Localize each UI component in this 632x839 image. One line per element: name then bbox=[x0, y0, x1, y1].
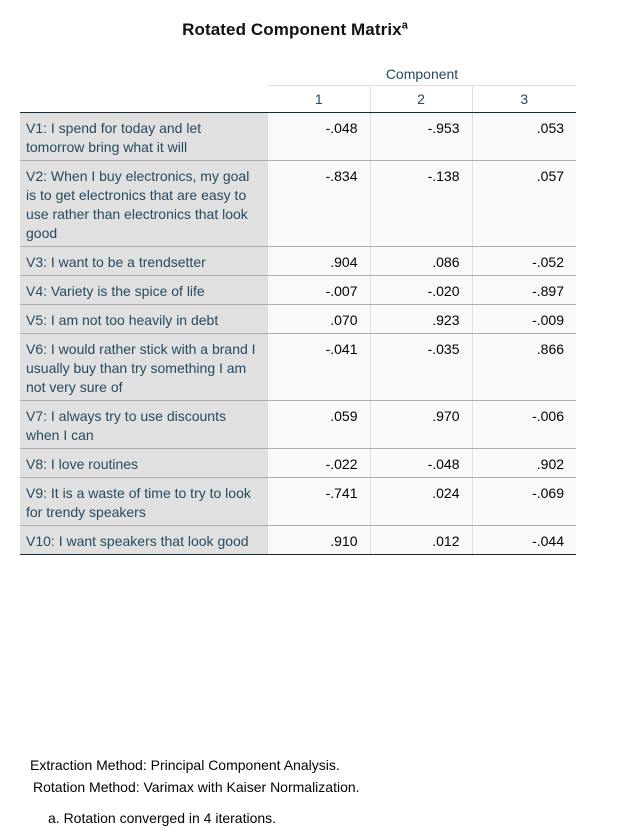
table-title-text: Rotated Component Matrix bbox=[182, 20, 402, 39]
table-row: V6: I would rather stick with a brand I … bbox=[20, 333, 577, 401]
table-footer: Extraction Method: Principal Component A… bbox=[30, 754, 360, 829]
loading-cell-component-3: -.897 bbox=[471, 275, 577, 305]
row-label: V6: I would rather stick with a brand I … bbox=[20, 333, 268, 401]
row-label: V1: I spend for today and let tomorrow b… bbox=[20, 112, 268, 161]
loading-cell-component-2: -.020 bbox=[369, 275, 472, 305]
loading-cell-component-2: -.035 bbox=[369, 333, 472, 401]
loading-cell-component-2: .012 bbox=[369, 525, 472, 555]
component-header-1: 1 bbox=[268, 85, 370, 113]
footnote-a: a. Rotation converged in 4 iterations. bbox=[48, 810, 277, 826]
loading-cell-component-3: .057 bbox=[471, 160, 577, 247]
loading-cell-component-2: -.953 bbox=[369, 112, 472, 161]
loading-cell-component-3: -.009 bbox=[471, 304, 577, 334]
table-row: V8: I love routines -.022 -.048.902 bbox=[20, 448, 577, 478]
table-row: V5: I am not too heavily in debt .070.923… bbox=[20, 304, 577, 334]
loading-cell-component-2: -.138 bbox=[369, 160, 472, 247]
row-label: V8: I love routines bbox=[20, 448, 268, 478]
loading-cell-component-3: .866 bbox=[471, 333, 577, 401]
component-header-3: 3 bbox=[471, 85, 577, 113]
loading-cell-component-2: .024 bbox=[369, 477, 472, 526]
loading-cell-component-3: .902 bbox=[471, 448, 577, 478]
loading-cell-component-1: -.041 bbox=[268, 333, 370, 401]
component-header-2: 2 bbox=[369, 85, 472, 113]
table-row: V3: I want to be a trendsetter .904.086 -.… bbox=[20, 246, 577, 276]
table-title: Rotated Component Matrixa bbox=[0, 20, 590, 40]
table-row: V7: I always try to use discounts when I… bbox=[20, 400, 577, 449]
component-group-header: Component bbox=[268, 58, 577, 86]
loading-cell-component-1: -.834 bbox=[268, 160, 370, 247]
loading-cell-component-1: -.007 bbox=[268, 275, 370, 305]
rotation-method-note: Rotation Method: Varimax with Kaiser Nor… bbox=[33, 779, 360, 795]
extraction-method-note: Extraction Method: Principal Component A… bbox=[30, 757, 340, 773]
loading-cell-component-1: .059 bbox=[268, 400, 370, 449]
table-row: V9: It is a waste of time to try to look… bbox=[20, 477, 577, 526]
table-title-footnote-marker: a bbox=[401, 19, 408, 32]
loading-cell-component-3: -.044 bbox=[471, 525, 577, 555]
row-label: V5: I am not too heavily in debt bbox=[20, 304, 268, 334]
loading-cell-component-3: .053 bbox=[471, 112, 577, 161]
rotated-component-matrix-table: Component 1 2 3 V1: I spend for today an… bbox=[20, 58, 577, 555]
component-number-header-row: 1 2 3 bbox=[20, 85, 577, 113]
loading-cell-component-1: -.741 bbox=[268, 477, 370, 526]
table-row: V1: I spend for today and let tomorrow b… bbox=[20, 112, 577, 161]
loading-cell-component-2: -.048 bbox=[369, 448, 472, 478]
loading-cell-component-1: -.048 bbox=[268, 112, 370, 161]
table-row: V4: Variety is the spice of life -.007 -.0… bbox=[20, 275, 577, 305]
matrix-body: V1: I spend for today and let tomorrow b… bbox=[20, 112, 577, 555]
row-label: V9: It is a waste of time to try to look… bbox=[20, 477, 268, 526]
loading-cell-component-2: .086 bbox=[369, 246, 472, 276]
loading-cell-component-1: .910 bbox=[268, 525, 370, 555]
corner-cell bbox=[20, 58, 268, 86]
loading-cell-component-1: -.022 bbox=[268, 448, 370, 478]
table-row: V2: When I buy electronics, my goal is t… bbox=[20, 160, 577, 247]
loading-cell-component-3: -.006 bbox=[471, 400, 577, 449]
row-label: V3: I want to be a trendsetter bbox=[20, 246, 268, 276]
component-group-header-row: Component bbox=[20, 58, 577, 86]
corner-cell-lower bbox=[20, 85, 268, 113]
loading-cell-component-3: -.069 bbox=[471, 477, 577, 526]
table-row: V10: I want speakers that look good .910.… bbox=[20, 525, 577, 555]
loading-cell-component-3: -.052 bbox=[471, 246, 577, 276]
row-label: V7: I always try to use discounts when I… bbox=[20, 400, 268, 449]
loading-cell-component-1: .070 bbox=[268, 304, 370, 334]
loading-cell-component-2: .970 bbox=[369, 400, 472, 449]
row-label: V2: When I buy electronics, my goal is t… bbox=[20, 160, 268, 247]
row-label: V4: Variety is the spice of life bbox=[20, 275, 268, 305]
loading-cell-component-2: .923 bbox=[369, 304, 472, 334]
row-label: V10: I want speakers that look good bbox=[20, 525, 268, 555]
loading-cell-component-1: .904 bbox=[268, 246, 370, 276]
